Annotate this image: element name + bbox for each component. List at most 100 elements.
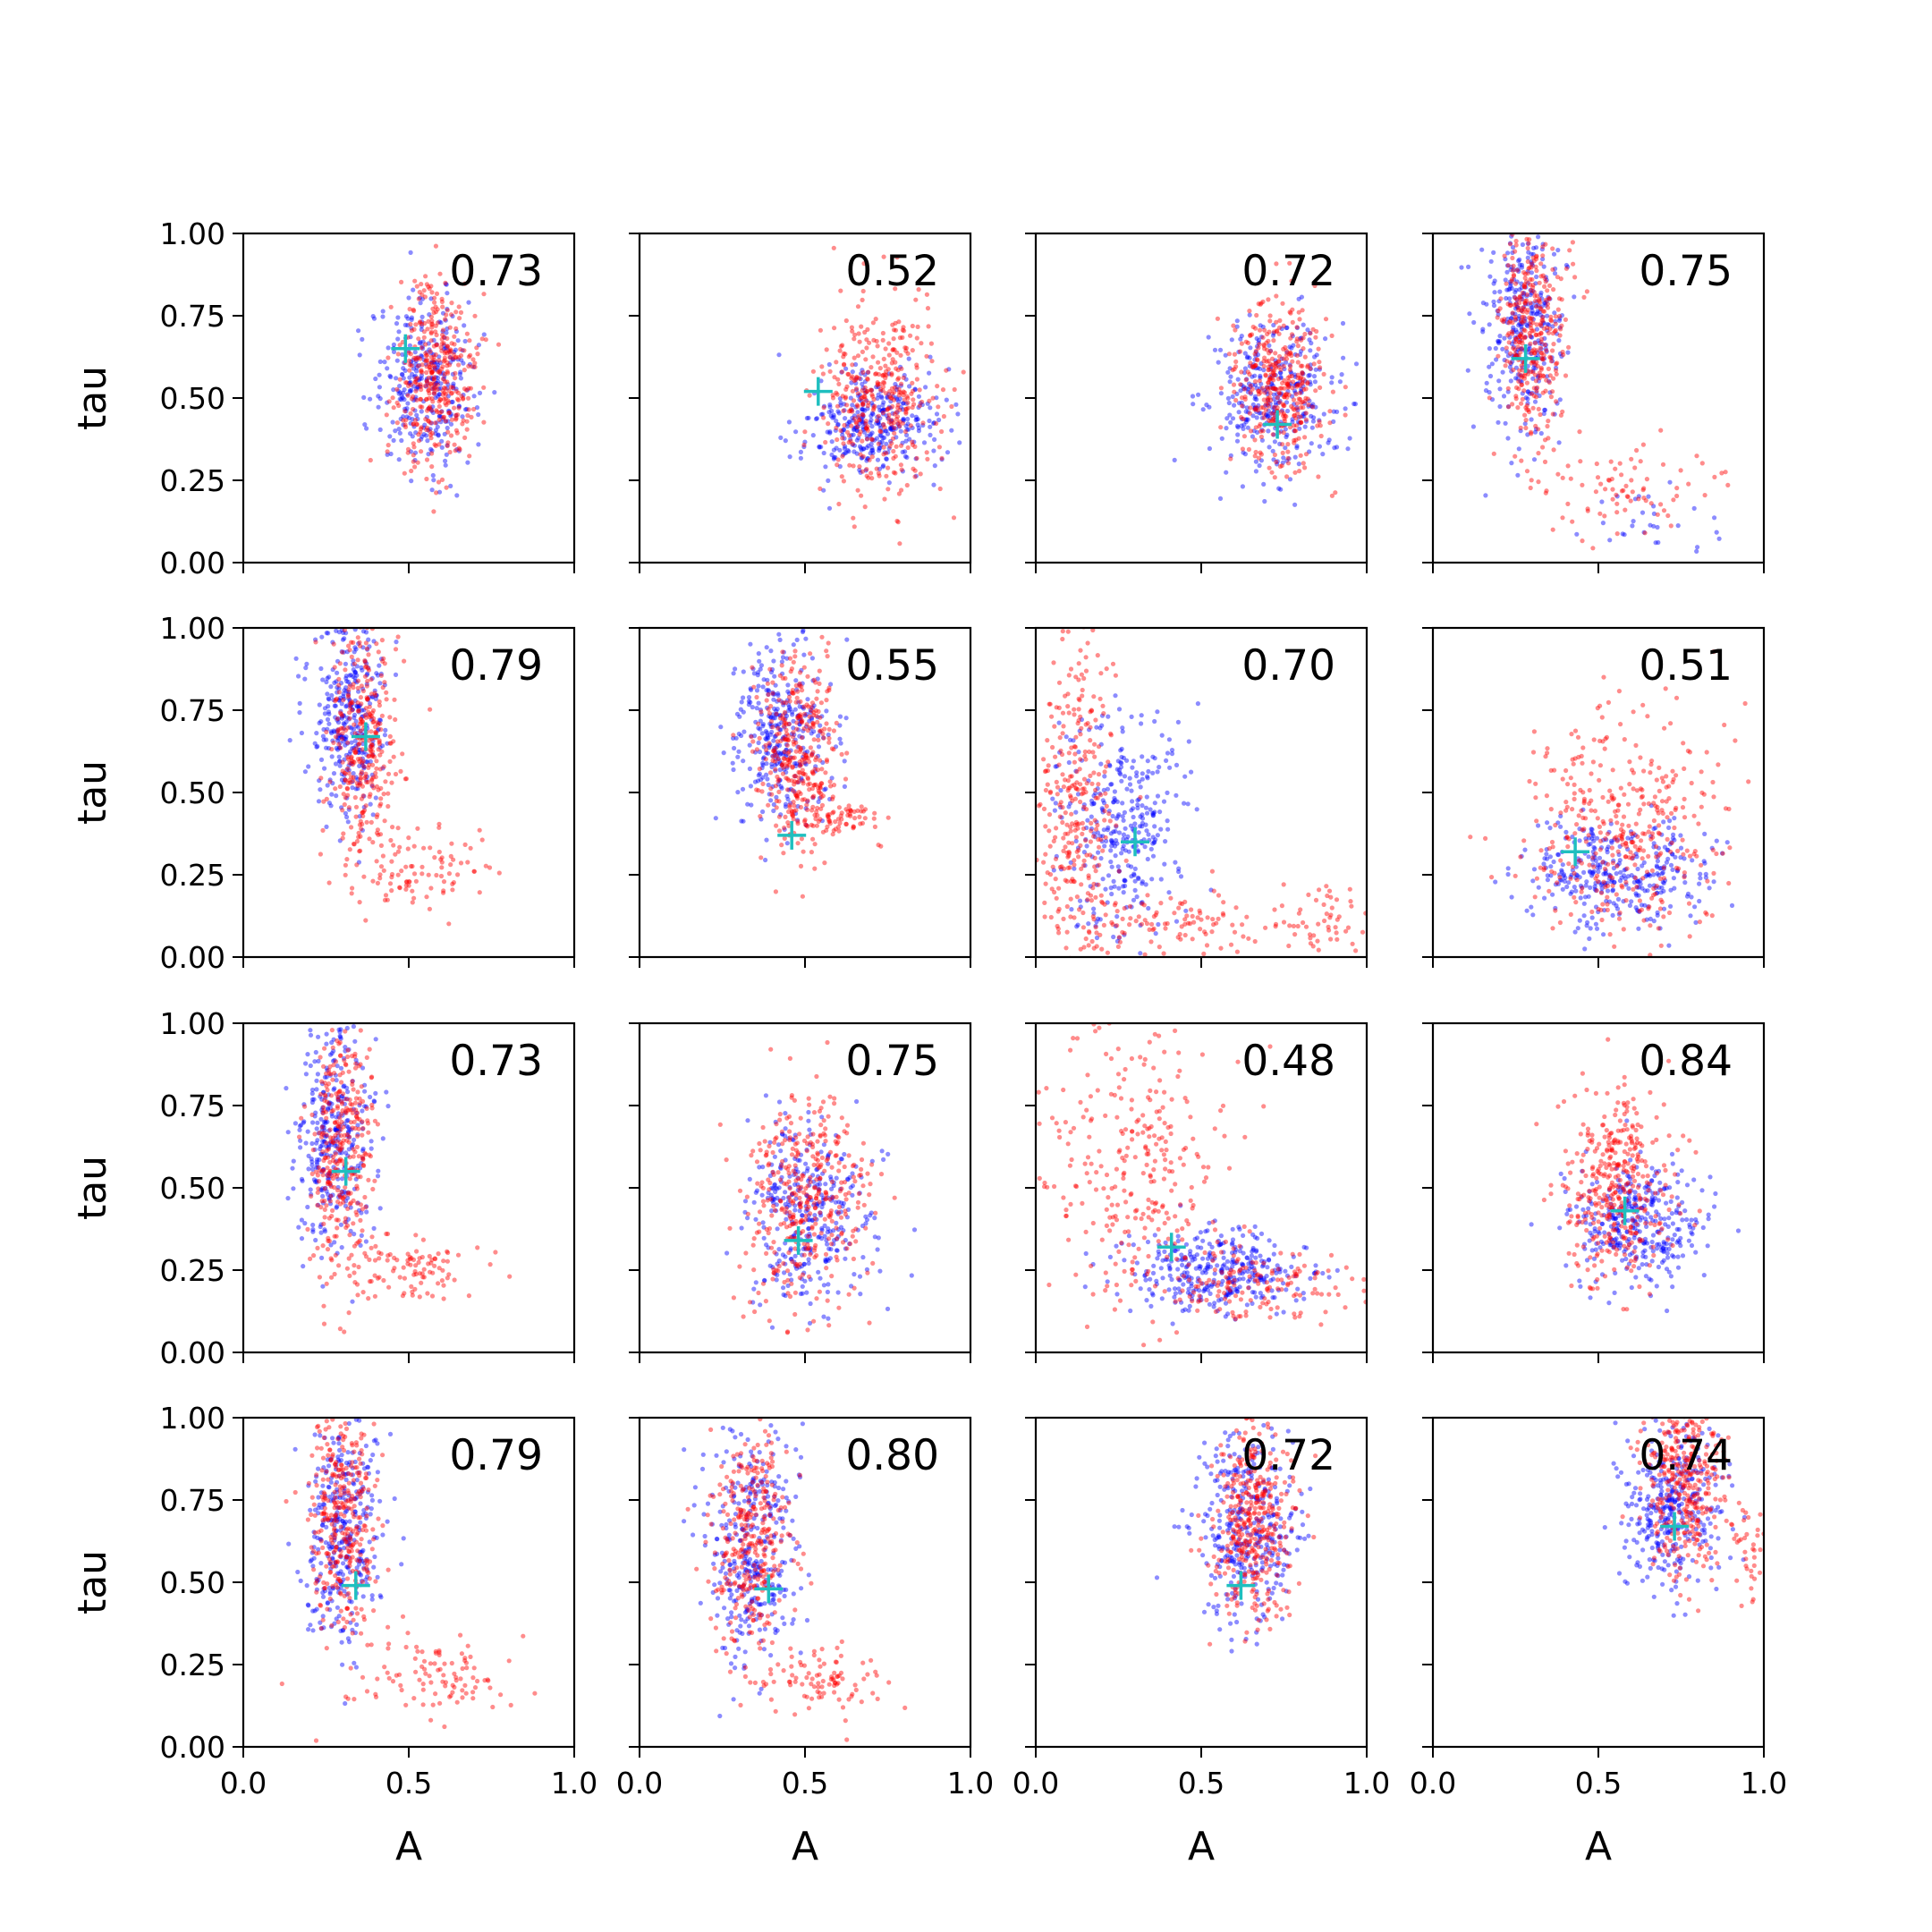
blue-series-point [1290,334,1295,339]
red-series-point [1629,456,1634,462]
red-series-point [1262,346,1267,352]
blue-series-point [773,750,778,755]
red-series-point [453,326,459,331]
blue-series-point [902,449,908,454]
red-series-point [1547,326,1553,332]
red-series-point [897,423,902,428]
red-series-point [400,751,405,757]
blue-series-point [1509,233,1514,239]
red-series-point [760,781,766,787]
red-series-point [1080,791,1086,796]
red-series-point [1521,318,1527,324]
red-series-point [802,429,808,435]
red-series-point [1515,344,1521,350]
blue-series-point [397,384,402,389]
red-series-point [1295,360,1301,365]
red-series-point [1293,437,1299,443]
red-series-point [1311,361,1317,367]
red-series-point [1260,404,1266,411]
red-series-point [1518,350,1523,355]
red-series-point [839,751,844,758]
blue-series-point [333,703,338,708]
red-series-point [845,812,851,818]
red-series-point [1533,423,1538,428]
red-series-point [391,739,396,744]
red-series-point [809,822,814,827]
red-series-point [904,394,910,399]
red-series-point [1286,384,1292,389]
blue-series-point [1268,364,1274,369]
red-series-point [399,279,404,284]
red-series-point [1233,359,1239,364]
red-series-point [803,753,809,758]
red-series-point [350,886,355,891]
red-series-point [796,713,801,718]
red-series-point [324,796,329,802]
blue-series-point [1242,366,1248,371]
red-series-point [1553,314,1558,319]
blue-series-point [1124,758,1130,763]
red-series-point [342,628,347,632]
red-series-point [880,372,886,377]
red-series-point [1506,340,1512,345]
red-series-point [850,362,855,368]
red-series-point [425,408,430,413]
red-series-point [346,643,352,648]
blue-series-point [824,708,829,714]
red-series-point [802,818,808,823]
blue-series-point [443,419,448,424]
blue-series-point [1267,416,1273,421]
blue-series-point [885,395,890,401]
red-series-point [1552,329,1557,335]
red-series-point [800,720,805,725]
blue-series-point [1114,767,1120,772]
blue-series-point [1094,919,1099,925]
red-series-point [367,738,372,743]
red-series-point [786,749,792,755]
red-series-point [1537,376,1542,381]
blue-series-point [898,364,903,369]
blue-series-point [1125,863,1131,869]
blue-series-point [1219,436,1224,441]
red-series-point [799,683,804,690]
red-series-point [1102,769,1107,775]
red-series-point [1265,386,1270,392]
red-series-point [416,432,421,437]
red-series-point [1301,405,1306,411]
blue-series-point [1123,992,1127,996]
red-series-point [447,449,453,455]
blue-series-point [391,387,396,393]
red-series-point [1555,471,1561,477]
red-series-point [1513,314,1518,319]
red-series-point [818,781,824,786]
blue-series-point [1525,432,1530,437]
red-series-point [1045,738,1050,743]
blue-series-point [287,738,292,743]
red-series-point [364,695,369,700]
blue-series-point [408,449,413,454]
scatter-points [713,628,891,899]
blue-series-point [839,369,844,375]
blue-series-point [1256,402,1261,408]
red-series-point [462,842,468,848]
red-series-point [818,486,823,492]
blue-series-point [1530,335,1535,340]
blue-series-point [851,418,856,423]
red-series-point [405,450,411,455]
blue-series-point [1155,793,1161,799]
red-series-point [796,744,801,750]
red-series-point [438,397,444,402]
red-series-point [1613,466,1618,471]
blue-series-point [429,377,435,382]
red-series-point [886,341,892,346]
red-series-point [1256,455,1261,461]
red-series-point [887,389,893,394]
red-series-point [848,808,853,813]
blue-series-point [782,826,787,833]
red-series-point [901,389,906,394]
red-series-point [847,807,853,812]
red-series-point [895,368,901,373]
blue-series-point [360,336,365,342]
blue-series-point [758,817,764,822]
blue-series-point [1496,312,1501,318]
